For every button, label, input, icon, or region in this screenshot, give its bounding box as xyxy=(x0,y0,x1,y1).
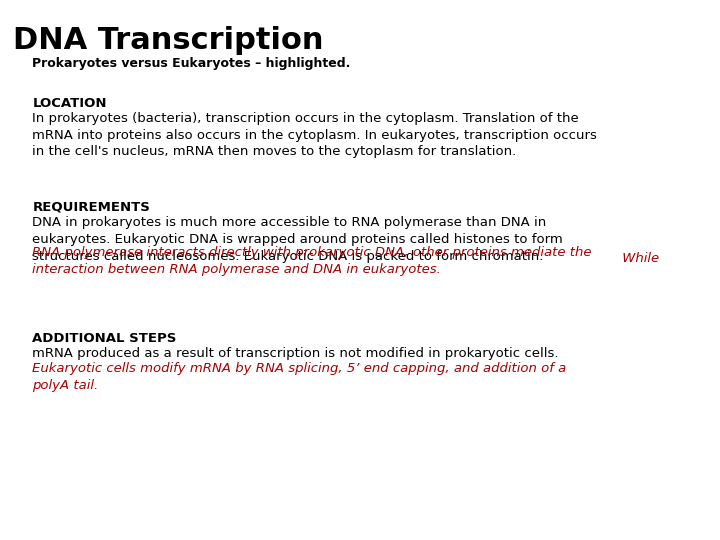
Text: Prokaryotes versus Eukaryotes – highlighted.: Prokaryotes versus Eukaryotes – highligh… xyxy=(32,57,351,70)
Text: RNA polymerase interacts directly with prokaryotic DNA, other proteins mediate t: RNA polymerase interacts directly with p… xyxy=(32,246,592,275)
Text: ADDITIONAL STEPS: ADDITIONAL STEPS xyxy=(32,332,177,345)
Text: In prokaryotes (bacteria), transcription occurs in the cytoplasm. Translation of: In prokaryotes (bacteria), transcription… xyxy=(32,112,598,158)
Text: LOCATION: LOCATION xyxy=(32,97,107,110)
Text: Eukaryotic cells modify mRNA by RNA splicing, 5’ end capping, and addition of a
: Eukaryotic cells modify mRNA by RNA spli… xyxy=(32,362,567,392)
Text: mRNA produced as a result of transcription is not modified in prokaryotic cells.: mRNA produced as a result of transcripti… xyxy=(32,347,559,360)
Text: DNA in prokaryotes is much more accessible to RNA polymerase than DNA in
eukaryo: DNA in prokaryotes is much more accessib… xyxy=(32,216,563,262)
Text: While: While xyxy=(618,252,660,266)
Text: REQUIREMENTS: REQUIREMENTS xyxy=(32,201,150,214)
Text: DNA Transcription: DNA Transcription xyxy=(13,26,323,55)
